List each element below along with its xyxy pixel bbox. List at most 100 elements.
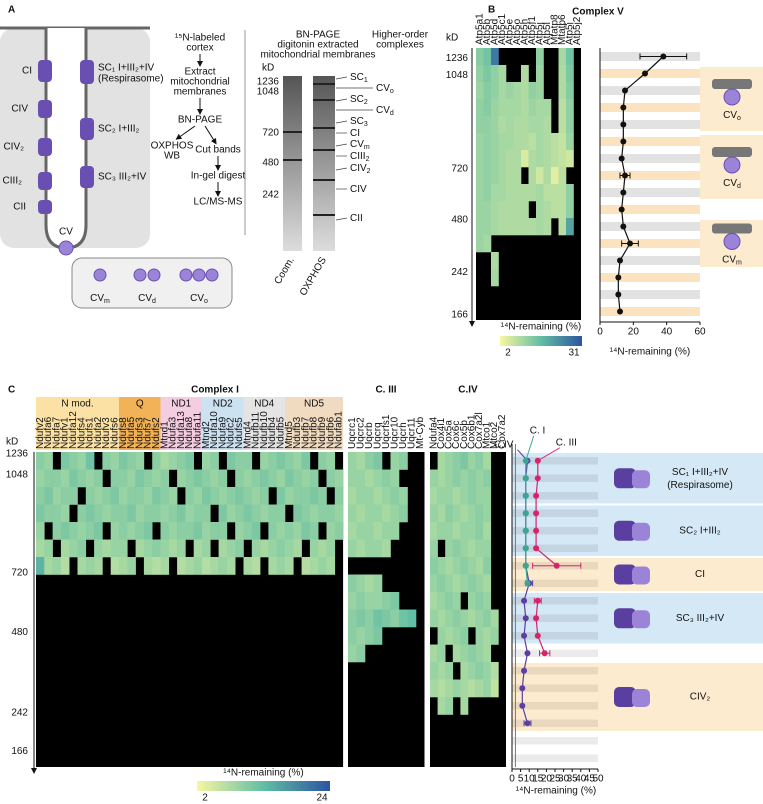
heatmap-cell (301, 469, 311, 488)
heatmap-cell (218, 504, 228, 523)
gene-label: Mtnd1 (159, 421, 170, 449)
gene-label: Atp5o (512, 18, 523, 45)
gel-title: digitonin extracted (277, 40, 358, 51)
label-main: CV (376, 105, 390, 116)
heatmap-cell (193, 487, 203, 505)
label-sub: m (104, 298, 110, 305)
heatmap-cell (285, 539, 294, 558)
heatmap-cell (226, 452, 236, 470)
heatmap-cell (235, 522, 244, 540)
heatmap-cell (160, 557, 170, 575)
heatmap-cell (483, 469, 492, 488)
heatmap-cell (566, 184, 574, 202)
heatmap-cell (251, 469, 261, 488)
row-stripe (512, 632, 598, 640)
heatmap-cell (452, 539, 461, 558)
kd-tick-label: 242 (11, 707, 28, 718)
cv-form-label: CVo (190, 293, 208, 306)
legend-leader (537, 447, 561, 462)
gene-label: Atp5l (542, 22, 553, 45)
data-point (533, 527, 540, 534)
heatmap-cell (506, 201, 514, 219)
group-header (285, 397, 344, 450)
heatmap-cell (430, 487, 438, 505)
annotation-label: CVm (722, 254, 742, 267)
heatmap-cell (475, 574, 484, 593)
heatmap-cell (356, 452, 366, 470)
heatmap-cell (60, 557, 70, 575)
heatmap-cell (85, 487, 95, 505)
band-label: CII (350, 213, 363, 224)
heatmap-cell (491, 150, 499, 168)
heatmap-cell (460, 644, 469, 663)
heatmap-cell (452, 644, 461, 663)
x-tick-label: 40 (661, 327, 673, 338)
gene-label: Ndufb9 (317, 416, 328, 449)
group-header (160, 397, 202, 450)
kd-tick-label: 720 (451, 163, 468, 174)
colorbar (500, 336, 582, 346)
panel-label: C (8, 385, 15, 396)
heatmap-cell (52, 469, 62, 488)
heatmap-cell (566, 48, 574, 66)
gene-label: Ndufa6 (43, 416, 54, 449)
group-label: ND2 (213, 399, 233, 410)
heatmap-cell (445, 539, 454, 558)
row-stripe (600, 171, 700, 180)
heatmap-cell (373, 539, 383, 558)
row-stripe (600, 290, 700, 299)
heatmap-cell (268, 452, 277, 470)
workflow-step: membranes (174, 87, 227, 98)
kd-tick-label: 1236 (6, 448, 29, 459)
heatmap-cell (373, 522, 383, 540)
label-sub: o (390, 88, 394, 95)
heatmap-cell (168, 452, 178, 470)
data-point (622, 172, 628, 179)
heatmap-cell (293, 452, 302, 470)
heatmap-cell (309, 504, 319, 523)
heatmap-cell (437, 557, 446, 575)
heatmap-cell (251, 504, 261, 523)
heatmap-cell (60, 539, 70, 558)
annotation-label: SC₁ I+III₂+IV (672, 467, 728, 478)
heatmap-cell (119, 452, 128, 470)
heatmap-cell (528, 167, 537, 185)
heatmap-cell (356, 574, 366, 593)
complex-icon (723, 156, 741, 174)
heatmap-cell (110, 539, 120, 558)
gene-label: Atp5f1 (527, 16, 538, 45)
gene-label: Atp5i (564, 22, 575, 45)
workflow-step: Cut bands (195, 145, 241, 156)
kd-axis-label: kD (446, 33, 458, 44)
complex-icon (712, 147, 752, 157)
workflow-step: OXPHOS (151, 141, 194, 152)
gene-label: Uqcr10 (389, 416, 400, 449)
heatmap-cell (235, 452, 244, 470)
heatmap-cell (94, 504, 103, 523)
heatmap-cell (193, 522, 203, 540)
heatmap-cell (430, 679, 438, 698)
heatmap-cell (243, 522, 253, 540)
heatmap-cell (498, 167, 507, 185)
gene-label: Ndufa9 (217, 416, 228, 449)
heatmap-cell (382, 609, 391, 628)
heatmap-cell (551, 184, 559, 202)
gene-label: Ndufb11 (251, 411, 262, 449)
heatmap-cell (276, 504, 286, 523)
row-stripe (512, 754, 598, 762)
heatmap-cell (152, 469, 161, 488)
gene-label: Uqcrc1 (347, 417, 358, 449)
heatmap-cell (483, 504, 492, 523)
chart-title: Complex I (191, 385, 239, 396)
heatmap-cell (476, 167, 484, 185)
group-label: ND5 (304, 399, 324, 410)
heatmap-cell (382, 487, 391, 505)
heatmap-cell (77, 522, 87, 540)
heatmap-cell (468, 644, 476, 663)
row-stripe (512, 492, 598, 500)
heatmap-cell (276, 522, 286, 540)
data-point (617, 308, 623, 315)
data-point (524, 720, 531, 727)
heatmap-cell (445, 522, 454, 540)
heatmap-cell (318, 557, 327, 575)
